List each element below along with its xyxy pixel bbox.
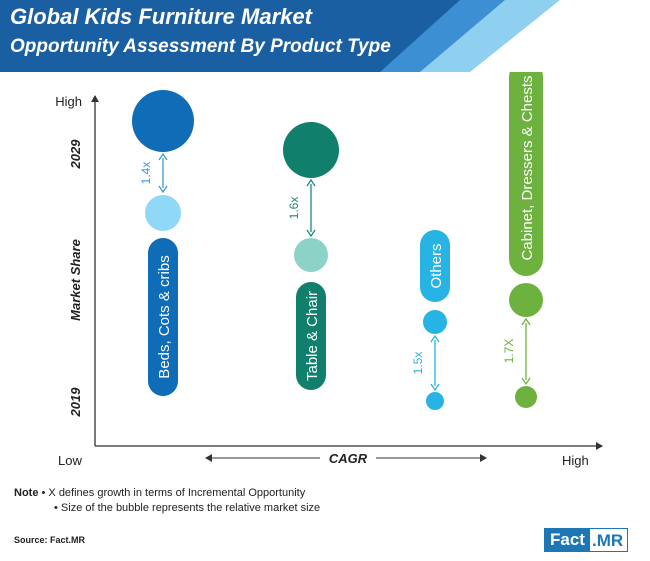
growth-label: 1.5x [411,352,425,375]
growth-arrow-head-up [521,317,531,326]
series-group: Cabinet, Dressers & Chests 1.7X [502,72,543,408]
header-dark-panel [0,0,460,72]
x-axis-high-label: High [562,453,589,468]
x-axis-title: CAGR [329,451,368,466]
bubble-2019 [426,392,444,410]
series-label: Cabinet, Dressers & Chests [519,75,536,260]
growth-label: 1.6x [287,197,301,220]
header-banner: Global Kids Furniture Market Opportunity… [0,0,650,72]
logo-fact-text: Fact [544,528,589,552]
series-label-pill [420,230,450,302]
source-credit: Source: Fact.MR [14,535,86,545]
series-group: Others 1.5x [411,230,450,410]
growth-arrow-head-up [430,334,440,343]
note-line-1: • X defines growth in terms of Increment… [41,487,306,499]
x-axis-low-label: Low [58,453,82,468]
bubble-2019 [515,386,537,408]
series-label: Beds, Cots & cribs [156,255,173,378]
series-label-pill [148,238,178,396]
series-group: Table & Chair 1.6x [283,122,339,390]
bubble-2029 [509,283,543,317]
growth-arrow-head-up [158,152,168,161]
chart-notes: Note • X defines growth in terms of Incr… [14,486,320,516]
factmr-logo: Fact .MR [544,528,629,552]
bubble-2029 [132,90,194,152]
series-group: Beds, Cots & cribs 1.4x [132,90,194,396]
growth-arrow-head-down [430,383,440,392]
y-axis-high-label: High [55,94,82,109]
note-label: Note [14,487,39,499]
y-axis-title: Market Share [68,239,83,321]
growth-arrow-head-up [306,178,316,187]
growth-arrow-head-down [306,229,316,238]
series-label-pill [509,72,543,276]
series-label-pill [296,282,326,390]
bubble-layer: Beds, Cots & cribs 1.4x Table & Chair 1.6x O… [132,72,543,410]
note-line-2: • Size of the bubble represents the rela… [54,502,321,514]
bubble-2029 [423,310,447,334]
series-label: Others [428,243,445,288]
chart-title: Global Kids Furniture Market [10,4,312,29]
series-label: Table & Chair [304,291,321,381]
logo-mr-text: .MR [588,528,629,552]
growth-arrow-head-down [158,185,168,194]
chart-subtitle: Opportunity Assessment By Product Type [10,36,391,57]
bubble-chart: High 2029 2019 Market Share Low High CAG… [55,72,603,468]
chart-axes: High 2029 2019 Market Share Low High CAG… [55,94,603,468]
header-background [0,0,560,72]
bubble-2019 [145,195,181,231]
growth-label: 1.7X [502,339,516,364]
bubble-2019 [294,238,328,272]
bubble-2029 [283,122,339,178]
growth-label: 1.4x [139,162,153,185]
y-axis-year-top: 2029 [68,139,83,170]
y-axis-year-bottom: 2019 [68,387,83,418]
growth-arrow-head-down [521,377,531,386]
